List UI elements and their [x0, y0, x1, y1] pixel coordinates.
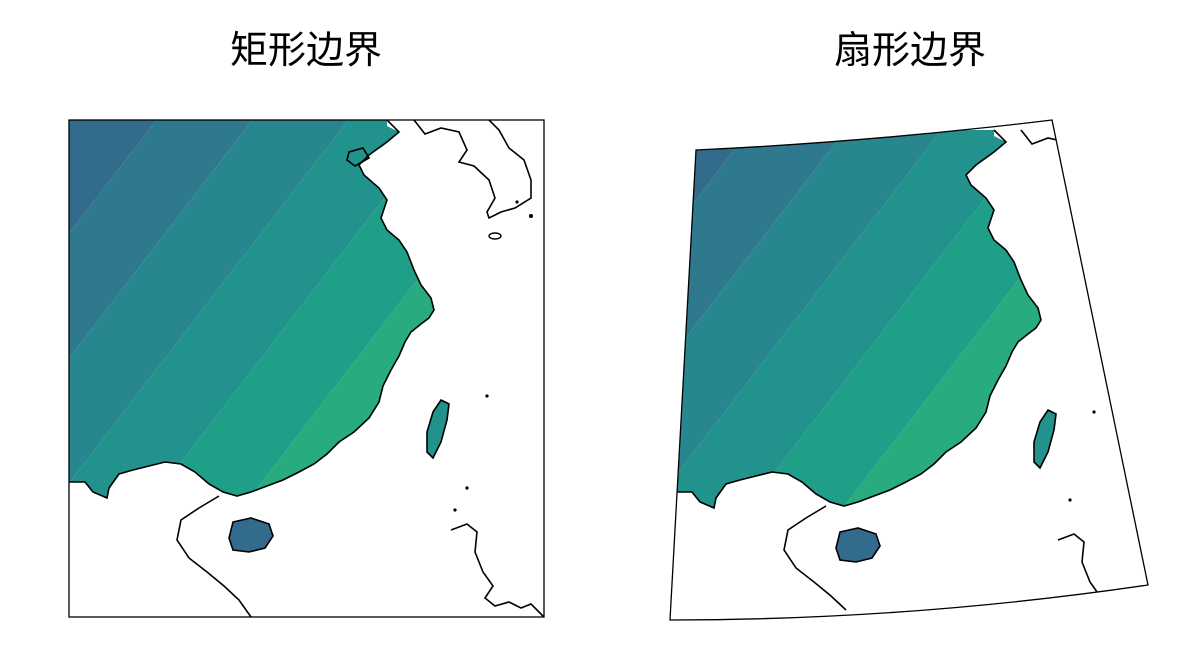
right-panel-title: 扇形边界: [833, 28, 986, 72]
map-frame: [68, 119, 545, 618]
jeju-island: [488, 232, 502, 240]
hainan-island: [228, 517, 274, 553]
small-island: [515, 200, 519, 204]
taiwan-island: [426, 398, 450, 460]
coastline: [69, 120, 435, 500]
coastline: [676, 129, 1042, 510]
contour-band: [69, 120, 434, 498]
small-island: [529, 214, 533, 218]
bohai-coast: [346, 147, 371, 167]
small-island: [465, 486, 469, 490]
korea-outline: [413, 120, 532, 220]
philippines-outline: [1057, 533, 1101, 609]
contour-band: [676, 130, 1041, 508]
small-island: [1068, 498, 1072, 502]
contour-band: [676, 130, 1041, 508]
contour-band: [69, 120, 434, 498]
sector-frame: [669, 119, 1149, 621]
korea-outline: [1020, 129, 1097, 191]
small-island: [485, 394, 489, 398]
hainan-island: [835, 527, 881, 563]
left-panel-title: 矩形边界: [229, 28, 382, 72]
small-island: [1092, 410, 1096, 414]
indochina-outline: [176, 495, 252, 617]
indochina-outline: [783, 505, 847, 611]
contour-band: [69, 120, 434, 498]
taiwan-island: [1033, 408, 1057, 470]
small-island: [453, 508, 457, 512]
contour-band: [69, 120, 434, 498]
philippines-outline: [450, 523, 544, 617]
contour-band: [676, 130, 1041, 508]
